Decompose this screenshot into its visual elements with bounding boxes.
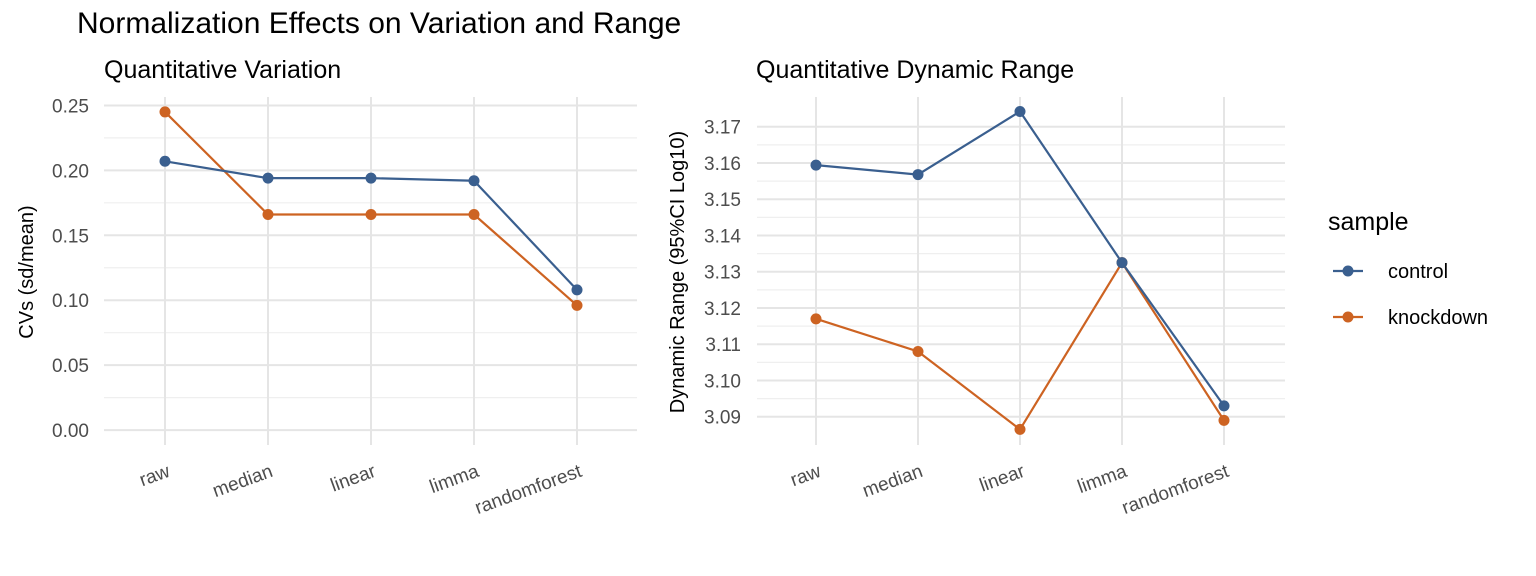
- series: [810, 106, 1230, 435]
- y-tick-label: 0.15: [52, 226, 89, 247]
- data-point-knockdown: [1014, 423, 1026, 435]
- legend-key-point: [1342, 265, 1354, 277]
- legend-item-control: control: [1333, 261, 1448, 283]
- y-tick-label: 3.11: [705, 335, 741, 356]
- data-point-control: [1116, 257, 1128, 269]
- y-tick-label: 3.12: [704, 299, 741, 320]
- legend-item-knockdown: knockdown: [1333, 307, 1488, 329]
- legend-label: control: [1388, 261, 1448, 283]
- data-point-knockdown: [262, 209, 274, 221]
- y-tick-label: 3.17: [704, 118, 741, 139]
- figure-title: Normalization Effects on Variation and R…: [77, 7, 681, 40]
- x-tick-label: linear: [977, 461, 1028, 497]
- data-point-control: [1218, 400, 1230, 412]
- legend: sample control knockdown: [1328, 208, 1488, 329]
- data-point-knockdown: [1218, 414, 1230, 426]
- data-point-knockdown: [159, 106, 171, 118]
- grid: [104, 97, 637, 445]
- x-tick-label: median: [860, 461, 926, 502]
- y-tick-label: 3.09: [704, 408, 741, 429]
- data-point-control: [159, 155, 171, 167]
- y-axis-title: CVs (sd/mean): [16, 205, 38, 338]
- y-tick-labels: 3.09 3.10 3.11 3.12 3.13 3.14 3.15 3.16 3.17: [704, 118, 741, 429]
- data-point-control: [262, 172, 274, 184]
- y-tick-label: 3.10: [704, 371, 741, 392]
- x-tick-label: linear: [328, 461, 379, 497]
- y-tick-label: 0.00: [52, 421, 89, 442]
- y-tick-labels: 0.00 0.05 0.10 0.15 0.20 0.25: [52, 96, 89, 442]
- y-tick-label: 0.25: [52, 96, 89, 117]
- y-tick-label: 3.15: [704, 190, 741, 211]
- y-tick-label: 3.16: [704, 154, 741, 175]
- data-point-knockdown: [810, 313, 822, 325]
- data-point-knockdown: [912, 345, 924, 357]
- panel-title: Quantitative Dynamic Range: [756, 56, 1074, 84]
- x-tick-label: limma: [1075, 461, 1130, 498]
- legend-key-point: [1342, 311, 1354, 323]
- x-tick-label: raw: [137, 461, 173, 491]
- y-tick-label: 0.10: [52, 291, 89, 312]
- legend-label: knockdown: [1388, 307, 1488, 329]
- x-tick-label: raw: [788, 461, 824, 491]
- y-axis-title: Dynamic Range (95%CI Log10): [667, 131, 689, 413]
- data-point-control: [1014, 106, 1026, 117]
- panel-title: Quantitative Variation: [104, 56, 341, 84]
- data-point-knockdown: [365, 209, 377, 221]
- x-tick-label: randomforest: [1119, 461, 1232, 519]
- grid: [757, 97, 1285, 445]
- data-point-control: [468, 175, 480, 187]
- data-point-control: [571, 284, 583, 296]
- x-tick-label: limma: [427, 461, 482, 498]
- data-point-control: [912, 169, 924, 181]
- data-point-control: [810, 159, 822, 171]
- y-tick-label: 0.20: [52, 161, 89, 182]
- legend-title: sample: [1328, 208, 1409, 236]
- data-point-knockdown: [571, 299, 583, 311]
- y-tick-label: 3.14: [704, 226, 741, 247]
- y-tick-label: 3.13: [704, 263, 741, 284]
- x-tick-label: randomforest: [472, 461, 585, 519]
- panel-quantitative-variation: Quantitative Variation CVs (sd/mean) 0.0…: [16, 56, 637, 519]
- x-tick-label: median: [210, 461, 276, 502]
- data-point-control: [365, 172, 377, 184]
- panel-quantitative-dynamic-range: Quantitative Dynamic Range Dynamic Range…: [667, 56, 1285, 519]
- y-tick-label: 0.05: [52, 356, 89, 377]
- data-point-knockdown: [468, 209, 480, 221]
- series: [159, 106, 583, 311]
